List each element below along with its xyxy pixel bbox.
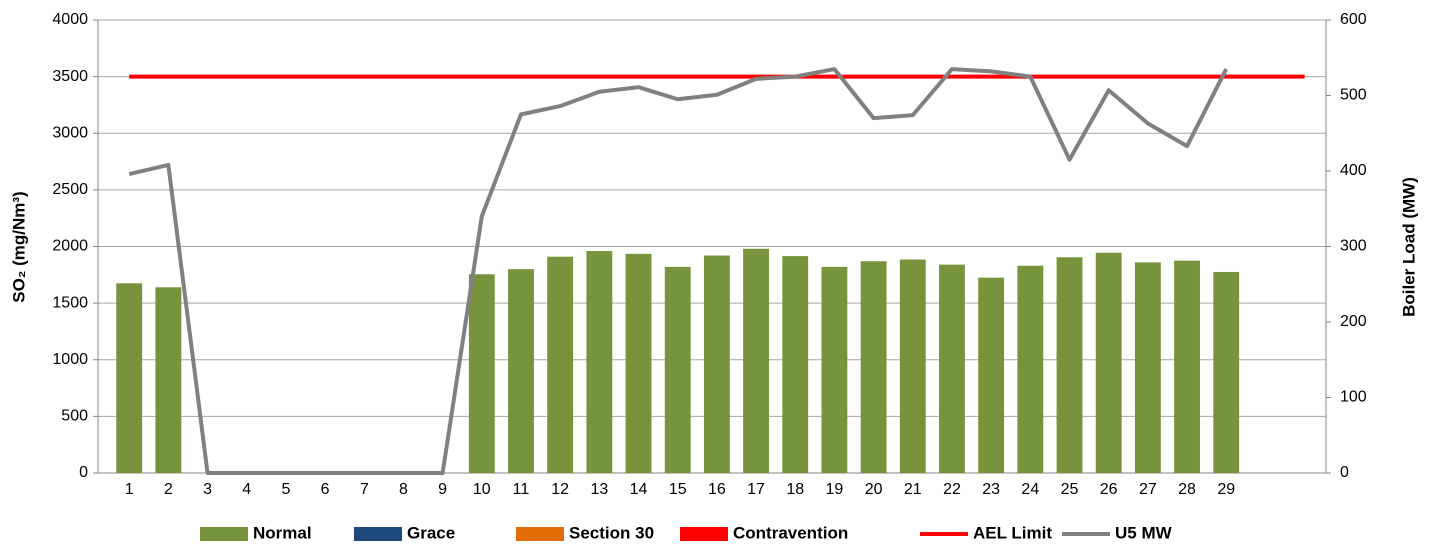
y-axis-title: SO₂ (mg/Nm³) [9, 191, 28, 302]
bar [782, 256, 809, 473]
y2-tick-label: 600 [1340, 11, 1367, 28]
bar [468, 274, 495, 473]
x-tick-label: 10 [473, 481, 491, 498]
x-tick-label: 17 [747, 481, 765, 498]
y-tick-label: 4000 [52, 11, 88, 28]
x-tick-label: 16 [708, 481, 726, 498]
y-tick-label: 2500 [52, 181, 88, 198]
y-tick-label: 500 [61, 408, 88, 425]
x-tick-label: 24 [1021, 481, 1039, 498]
bar [664, 266, 691, 473]
y2-axis-title: Boiler Load (MW) [1399, 177, 1418, 317]
y-tick-label: 0 [79, 464, 88, 481]
y2-tick-label: 100 [1340, 389, 1367, 406]
bar [116, 283, 143, 473]
bar [547, 256, 574, 473]
x-tick-label: 4 [242, 481, 251, 498]
bar [586, 251, 613, 473]
x-tick-label: 21 [904, 481, 922, 498]
bar [1095, 252, 1122, 473]
y2-tick-label: 0 [1340, 464, 1349, 481]
legend-swatch [354, 527, 402, 541]
y-tick-label: 3000 [52, 124, 88, 141]
bar [1017, 265, 1044, 473]
x-tick-label: 1 [125, 481, 134, 498]
x-tick-label: 18 [786, 481, 804, 498]
bar [703, 255, 730, 473]
bar [1174, 260, 1200, 473]
legend-label: Contravention [733, 523, 848, 542]
y-tick-label: 2000 [52, 238, 88, 255]
x-tick-label: 23 [982, 481, 1000, 498]
bar [625, 253, 652, 473]
x-tick-label: 15 [669, 481, 687, 498]
bar [821, 266, 848, 473]
x-tick-label: 5 [281, 481, 290, 498]
y2-tick-label: 500 [1340, 87, 1367, 104]
legend-label: U5 MW [1115, 523, 1173, 542]
x-tick-label: 27 [1139, 481, 1157, 498]
x-tick-label: 20 [865, 481, 883, 498]
x-tick-label: 29 [1217, 481, 1235, 498]
x-tick-label: 22 [943, 481, 961, 498]
y2-tick-label: 400 [1340, 162, 1367, 179]
bar [1213, 271, 1240, 473]
y-tick-label: 1500 [52, 294, 88, 311]
x-tick-label: 13 [590, 481, 608, 498]
bar [1056, 257, 1083, 473]
line [128, 67, 1229, 475]
x-tick-label: 3 [203, 481, 212, 498]
legend-swatch [680, 527, 728, 541]
y2-tick-label: 200 [1340, 313, 1367, 330]
x-tick-label: 28 [1178, 481, 1196, 498]
x-tick-label: 25 [1061, 481, 1079, 498]
legend-swatch [516, 527, 564, 541]
bar [939, 264, 965, 473]
x-tick-label: 9 [438, 481, 447, 498]
legend-label: Grace [407, 523, 455, 542]
legend-label: Normal [253, 523, 312, 542]
legend-label: AEL Limit [973, 523, 1052, 542]
bar [155, 287, 182, 473]
x-tick-label: 14 [630, 481, 648, 498]
bar [508, 269, 534, 473]
y-tick-label: 1000 [52, 351, 88, 368]
bar [743, 248, 769, 473]
x-tick-label: 7 [360, 481, 369, 498]
x-tick-label: 26 [1100, 481, 1118, 498]
bar [860, 261, 887, 473]
bar [1134, 262, 1161, 473]
x-tick-label: 6 [321, 481, 330, 498]
x-tick-label: 8 [399, 481, 408, 498]
x-tick-label: 11 [513, 481, 530, 498]
legend-swatch [200, 527, 248, 541]
legend-label: Section 30 [569, 523, 654, 542]
bar [899, 259, 926, 473]
x-tick-label: 2 [164, 481, 173, 498]
x-tick-label: 19 [826, 481, 844, 498]
x-tick-label: 12 [551, 481, 569, 498]
bar [978, 277, 1005, 473]
y2-tick-label: 300 [1340, 238, 1367, 255]
y-tick-label: 3500 [52, 68, 88, 85]
